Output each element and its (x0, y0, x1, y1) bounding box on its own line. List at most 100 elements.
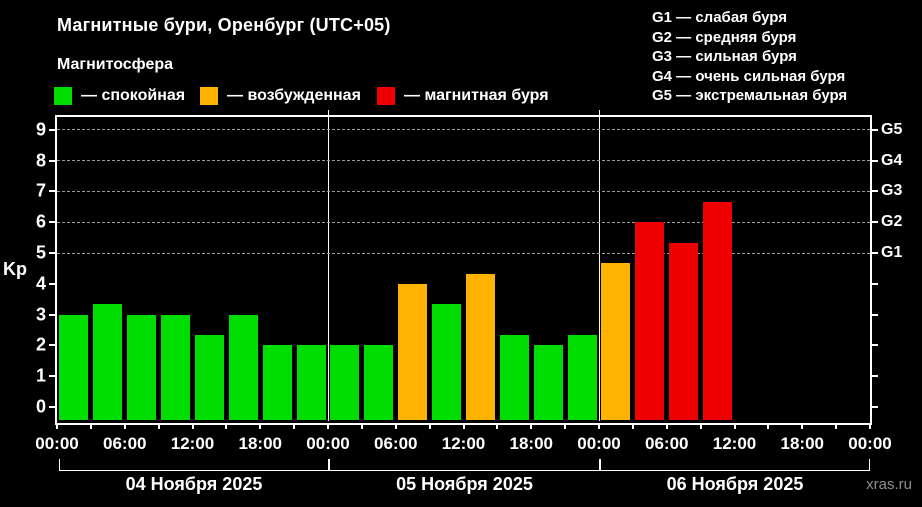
x-axis-tick (462, 423, 465, 429)
right-axis-tick (872, 282, 878, 285)
x-axis-tick (835, 423, 838, 429)
x-tick-label: 12:00 (441, 434, 486, 453)
right-axis-tick (872, 190, 878, 193)
g-level-label: G4 (881, 151, 903, 169)
y-axis-tick (49, 344, 55, 347)
x-axis-tick (564, 423, 567, 429)
x-axis-tick (496, 423, 499, 429)
g-legend-item: G2 — средняя буря (652, 28, 797, 46)
g-legend-item: G5 — экстремальная буря (652, 87, 848, 104)
y-axis-tick (49, 282, 55, 285)
date-bracket-end (329, 459, 330, 470)
x-axis-tick (394, 423, 397, 429)
x-axis-tick (157, 423, 160, 429)
kp-bar (465, 273, 495, 420)
y-axis-label: Kp (3, 259, 27, 279)
gridline (57, 252, 870, 254)
kp-bar (330, 345, 360, 420)
y-axis-tick (49, 221, 55, 224)
x-tick-label: 06:00 (645, 434, 689, 453)
date-bracket (600, 470, 870, 471)
y-tick-label: 2 (35, 334, 46, 355)
date-label: 05 Ноября 2025 (396, 474, 533, 494)
y-axis-tick (49, 128, 55, 131)
y-tick-label: 4 (35, 273, 46, 294)
kp-bar (59, 314, 89, 420)
x-tick-label: 18:00 (238, 434, 282, 453)
x-axis-tick (733, 423, 736, 429)
x-axis-tick (801, 423, 804, 429)
x-tick-label: 00:00 (35, 434, 79, 453)
date-bracket (59, 470, 329, 471)
legend-label: — спокойная (81, 87, 186, 104)
x-axis-tick (360, 423, 363, 429)
top-day-tick (598, 110, 600, 115)
gridline (57, 221, 870, 223)
legend-swatch-storm-icon (377, 87, 395, 105)
x-tick-label: 06:00 (103, 434, 147, 453)
gridline (57, 129, 870, 131)
g-scale-legend: G1 — слабая буря G2 — средняя буря G3 — си… (652, 8, 847, 106)
y-tick-label: 0 (35, 396, 46, 417)
plot-frame (55, 115, 872, 425)
legend-swatch-quiet-icon (54, 87, 72, 105)
x-axis-tick (123, 423, 126, 429)
x-axis-tick (699, 423, 702, 429)
date-label: 04 Ноября 2025 (125, 474, 263, 494)
x-axis-tick (631, 423, 634, 429)
x-tick-label: 00:00 (306, 434, 350, 453)
g-level-label: G5 (881, 120, 903, 138)
y-tick-label: 7 (35, 180, 46, 201)
x-tick-label: 06:00 (374, 434, 418, 453)
date-label: 06 Ноября 2025 (666, 474, 804, 494)
y-axis-tick (49, 252, 55, 254)
x-axis-tick (225, 423, 228, 429)
x-axis-tick (327, 423, 329, 429)
x-tick-label: 12:00 (712, 434, 757, 453)
date-bracket-end (599, 459, 600, 470)
legend-item: — спокойная (54, 87, 254, 105)
kp-bar (296, 345, 326, 420)
kp-bar (669, 242, 699, 420)
date-bracket-end (600, 459, 601, 470)
y-axis-tick (49, 159, 55, 162)
x-tick-label: 12:00 (170, 434, 215, 453)
g-legend-item: G4 — очень сильная буря (652, 67, 846, 85)
legend-label: — возбужденная (227, 87, 361, 104)
date-bracket-end (328, 459, 329, 470)
legend-label: — магнитная буря (404, 87, 549, 104)
day-separator-line (327, 111, 329, 421)
x-tick-label: 18:00 (509, 434, 553, 453)
kp-bar (635, 222, 665, 420)
x-axis-tick (530, 423, 533, 429)
right-axis-tick (872, 159, 878, 162)
day-separator-line (598, 111, 600, 421)
x-axis-tick (293, 423, 296, 429)
x-axis-tick (598, 423, 600, 429)
x-axis-tick (665, 423, 668, 429)
kp-bar (601, 263, 631, 420)
y-tick-label: 5 (35, 242, 46, 263)
y-axis-tick (49, 406, 55, 408)
right-axis-tick (872, 375, 878, 378)
x-axis-tick (89, 423, 92, 429)
x-axis-tick (869, 423, 871, 429)
x-tick-label: 18:00 (780, 434, 824, 453)
right-axis-tick (872, 221, 878, 224)
right-axis-tick (872, 128, 878, 131)
kp-bar (432, 304, 462, 420)
x-axis-tick (191, 423, 194, 429)
right-axis-tick (872, 313, 878, 316)
legend-item: — возбужденная (200, 87, 400, 105)
right-axis-tick (872, 252, 878, 254)
date-bracket-end (59, 459, 60, 470)
kp-bar (398, 283, 428, 420)
x-tick-label: 00:00 (848, 434, 892, 453)
top-day-tick (327, 110, 329, 115)
kp-bar (93, 304, 123, 420)
right-axis-tick (872, 406, 878, 408)
kp-bar (228, 314, 258, 420)
y-tick-label: 8 (35, 150, 46, 171)
gridline (57, 190, 870, 192)
